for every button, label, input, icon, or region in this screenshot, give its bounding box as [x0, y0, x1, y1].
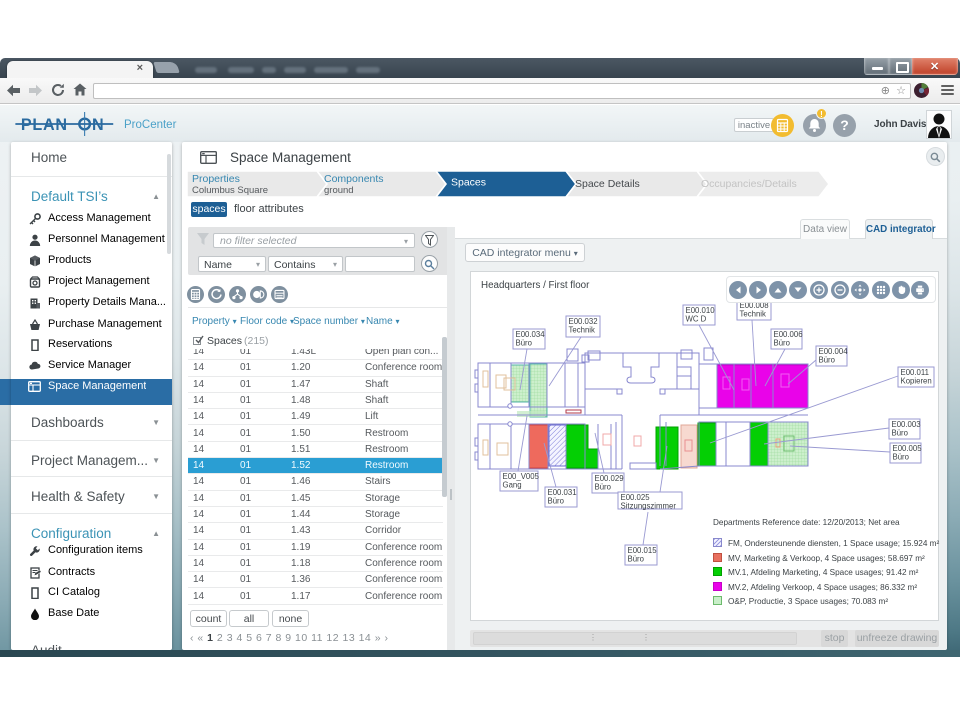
svg-text:E00.006: E00.006 [774, 330, 803, 339]
svg-text:E00.004: E00.004 [819, 347, 849, 356]
svg-text:Spaces: Spaces [451, 177, 486, 189]
svg-text:Büro: Büro [893, 453, 910, 462]
svg-text:Büro: Büro [628, 555, 645, 564]
svg-text:Büro: Büro [516, 339, 533, 348]
svg-text:E00.011: E00.011 [901, 368, 929, 377]
svg-text:Büro: Büro [819, 356, 836, 365]
svg-text:Büro: Büro [892, 429, 909, 438]
svg-text:Büro: Büro [548, 497, 565, 506]
svg-text:E00.015: E00.015 [628, 546, 658, 555]
svg-text:E00.003: E00.003 [892, 420, 921, 429]
svg-text:Properties: Properties [192, 173, 240, 185]
svg-text:E00.010: E00.010 [686, 306, 716, 315]
svg-text:E00.008: E00.008 [740, 301, 769, 310]
svg-text:Components: Components [324, 173, 384, 185]
svg-text:N: N [92, 116, 104, 134]
svg-text:E00.029: E00.029 [595, 474, 624, 483]
svg-text:E00_V005: E00_V005 [503, 472, 540, 481]
svg-text:Sitzungszimmer: Sitzungszimmer [621, 502, 677, 511]
svg-text:Columbus Square: Columbus Square [192, 185, 268, 196]
svg-text:Technik: Technik [569, 326, 596, 335]
svg-text:PLAN: PLAN [21, 116, 68, 134]
svg-text:E00.025: E00.025 [621, 493, 651, 502]
svg-text:E00.034: E00.034 [516, 330, 546, 339]
svg-text:Technik: Technik [740, 310, 767, 319]
svg-text:E00.032: E00.032 [569, 317, 598, 326]
svg-text:ground: ground [324, 185, 354, 196]
svg-text:Gang: Gang [503, 481, 522, 490]
svg-text:E00.005: E00.005 [893, 444, 923, 453]
svg-text:Kopieren: Kopieren [901, 377, 932, 386]
svg-text:WC D: WC D [686, 315, 707, 324]
svg-text:Büro: Büro [595, 483, 612, 492]
svg-text:Occupancies/Details: Occupancies/Details [701, 178, 797, 190]
svg-text:Büro: Büro [774, 339, 791, 348]
svg-text:E00.031: E00.031 [548, 488, 577, 497]
svg-text:Space Details: Space Details [575, 178, 640, 190]
